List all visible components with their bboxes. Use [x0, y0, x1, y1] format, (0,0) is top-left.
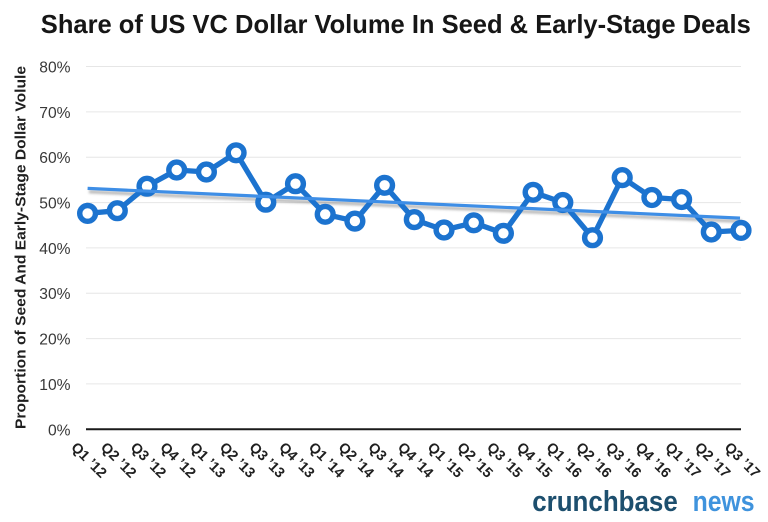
svg-text:30%: 30%: [39, 286, 70, 303]
svg-text:Share of US VC Dollar Volume I: Share of US VC Dollar Volume In Seed & E…: [41, 11, 751, 39]
svg-text:10%: 10%: [39, 377, 70, 394]
svg-text:Proportion of Seed And Early-S: Proportion of Seed And Early-Stage Dolla…: [13, 66, 30, 429]
svg-text:50%: 50%: [39, 196, 70, 213]
svg-text:60%: 60%: [39, 150, 70, 167]
svg-text:news: news: [693, 486, 755, 518]
svg-text:70%: 70%: [39, 105, 70, 122]
svg-text:20%: 20%: [39, 332, 70, 349]
svg-text:40%: 40%: [39, 241, 70, 258]
svg-text:0%: 0%: [48, 422, 71, 439]
svg-text:80%: 80%: [39, 60, 70, 77]
svg-text:crunchbase: crunchbase: [532, 486, 678, 518]
